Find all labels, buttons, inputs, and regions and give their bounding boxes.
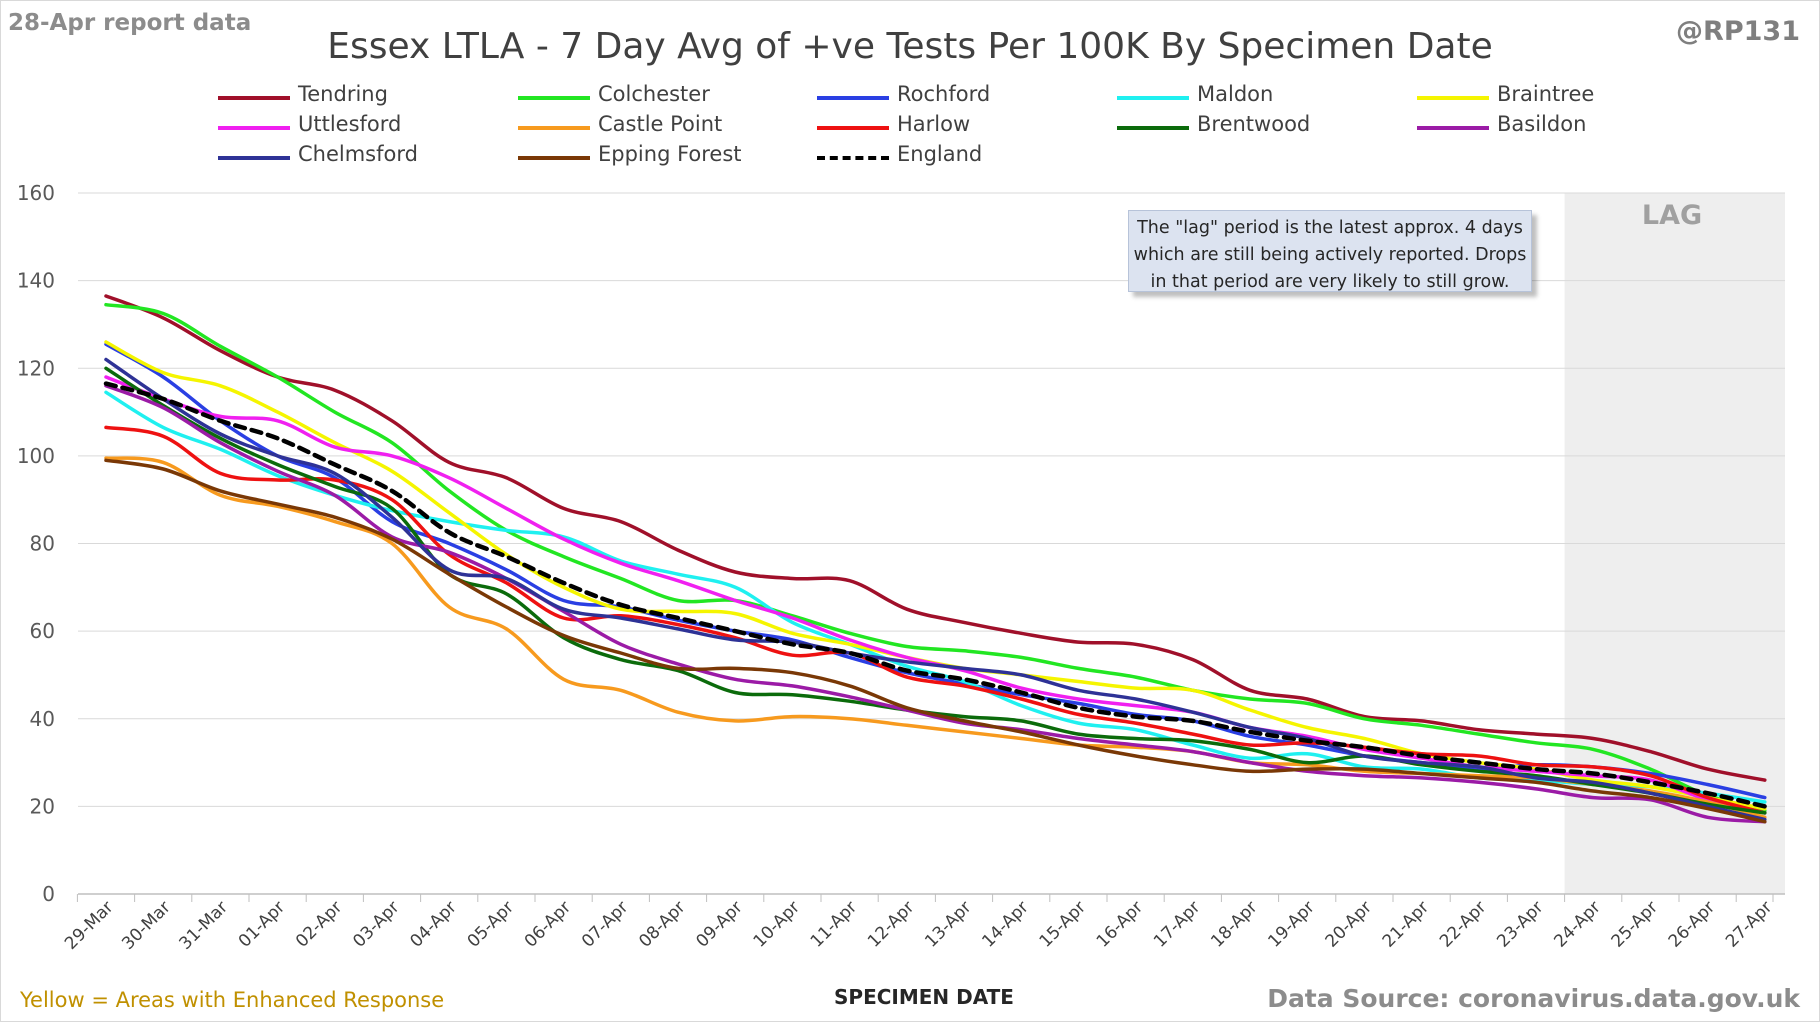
lag-label: LAG: [1641, 200, 1703, 231]
x-axis-label: SPECIMEN DATE: [834, 985, 1014, 1009]
series-line-chelmsford: [104, 357, 1767, 822]
lag-note-line: in that period are very likely to still …: [1150, 272, 1510, 292]
y-tick-label: 40: [30, 707, 55, 731]
data-source-label: Data Source: coronavirus.data.gov.uk: [1267, 984, 1800, 1013]
gridlines: [78, 192, 1785, 807]
series-line-harlow: [104, 425, 1767, 815]
series-line-colchester: [104, 302, 1767, 813]
legend-label: Rochford: [897, 82, 991, 106]
legend-label: Tendring: [298, 82, 388, 106]
legend-swatch: [218, 96, 290, 100]
legend-swatch: [817, 96, 889, 100]
lag-note-box: The "lag" period is the latest approx. 4…: [1128, 210, 1532, 292]
legend-swatch: [1117, 126, 1189, 130]
series-line-castle-point: [104, 456, 1767, 820]
enhanced-response-note: Yellow = Areas with Enhanced Response: [20, 988, 445, 1012]
legend-label: Braintree: [1497, 82, 1595, 106]
author-handle: @RP131: [1676, 16, 1800, 47]
legend-swatch: [817, 126, 889, 130]
legend-swatch: [518, 96, 590, 100]
legend-label: Basildon: [1497, 112, 1587, 136]
y-tick-label: 160: [17, 181, 55, 205]
lag-note-line: which are still being actively reported.…: [1133, 245, 1527, 265]
legend-label: Chelmsford: [298, 142, 418, 166]
series-lines: [103, 294, 1768, 824]
y-tick-label: 120: [17, 356, 55, 380]
legend-label: Harlow: [897, 112, 971, 136]
series-line-epping-forest: [104, 458, 1767, 824]
y-tick-label: 60: [30, 619, 55, 643]
y-axis-ticks: 0 20 40 60 80 100 120 140 160: [17, 181, 55, 906]
chart-title: Essex LTLA - 7 Day Avg of +ve Tests Per …: [327, 26, 1493, 67]
y-tick-label: 0: [42, 882, 55, 906]
report-date-label: 28-Apr report data: [8, 10, 252, 36]
legend-swatch: [218, 156, 290, 160]
legend-label: Epping Forest: [598, 142, 742, 166]
legend-label: Brentwood: [1197, 112, 1311, 136]
y-tick-label: 20: [30, 794, 55, 818]
legend-swatch: [817, 156, 889, 160]
legend-label: Uttlesford: [298, 112, 402, 136]
series-line-tendring: [104, 294, 1767, 782]
series-line-england: [103, 381, 1768, 809]
legend-swatch: [1417, 126, 1489, 130]
legend-label: England: [897, 142, 983, 166]
y-tick-label: 100: [17, 444, 55, 468]
legend-label: Colchester: [598, 82, 710, 106]
y-tick-label: 140: [17, 269, 55, 293]
legend-swatch: [218, 126, 290, 130]
legend-label: Maldon: [1197, 82, 1274, 106]
legend-label: Castle Point: [598, 112, 723, 136]
lag-note-line: The "lag" period is the latest approx. 4…: [1137, 218, 1523, 238]
legend-swatch: [518, 156, 590, 160]
legend-swatch: [518, 126, 590, 130]
y-tick-label: 80: [30, 532, 55, 556]
legend-swatch: [1417, 96, 1489, 100]
legend-swatch: [1117, 96, 1189, 100]
